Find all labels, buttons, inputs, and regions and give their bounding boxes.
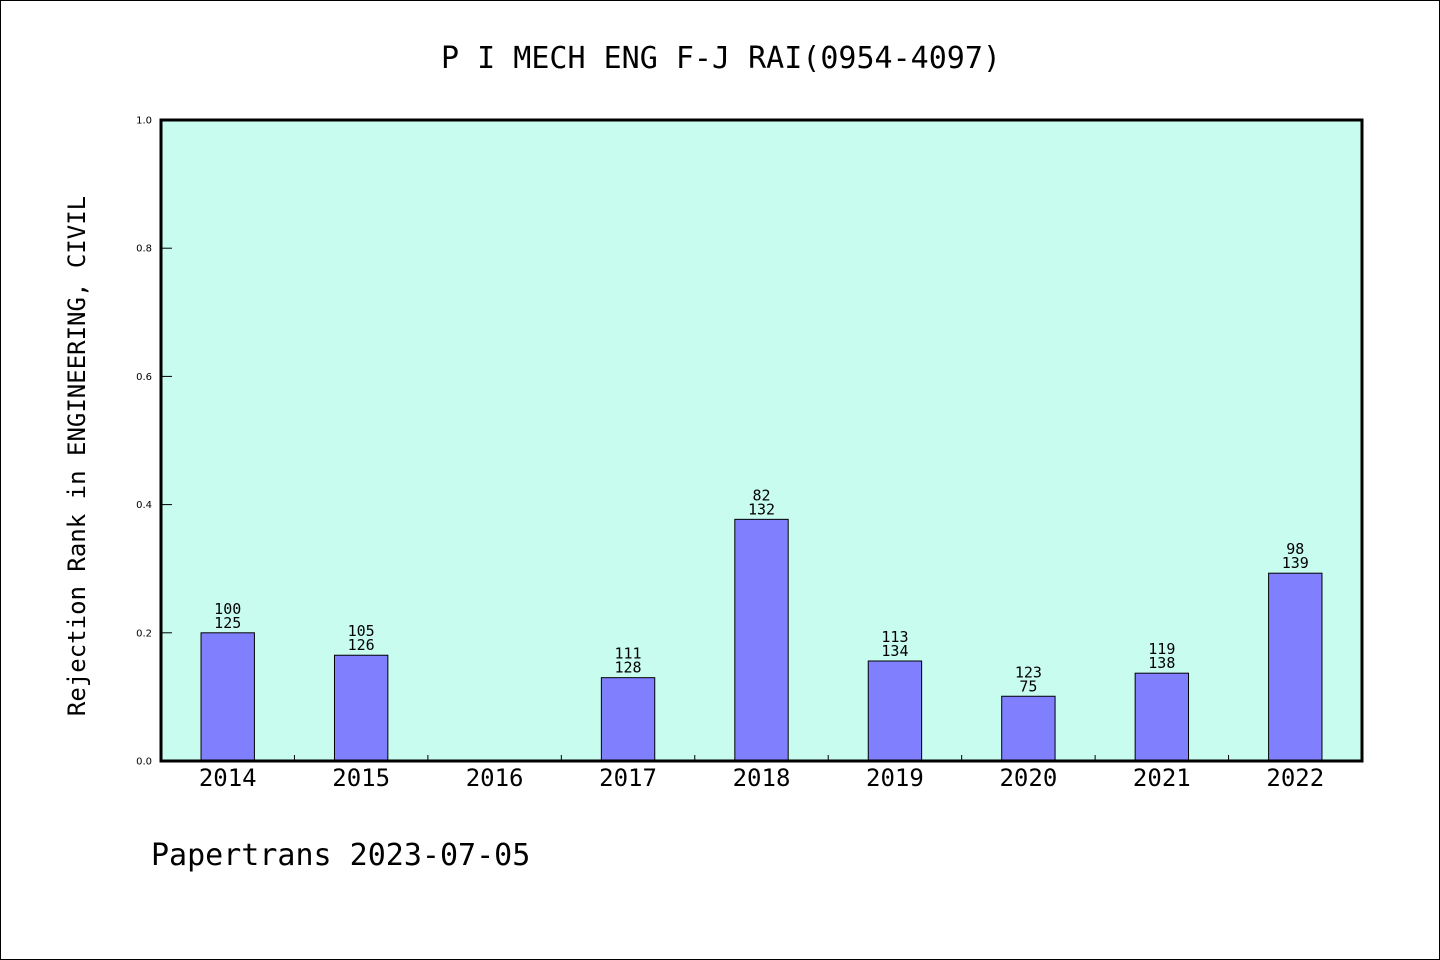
- y-tick-label: 1.0: [136, 116, 152, 127]
- plot-border: [159, 118, 1364, 763]
- bar: [600, 677, 656, 762]
- chart-title: P I MECH ENG F-J RAI(0954-4097): [441, 41, 1001, 76]
- x-tick-label: 2022: [1266, 764, 1324, 792]
- bar: [734, 518, 789, 762]
- x-tick-label: 2015: [332, 764, 390, 792]
- bar-label-bottom: 75: [1019, 677, 1037, 695]
- y-tick-label: 0.2: [136, 628, 152, 639]
- bar: [1001, 695, 1056, 762]
- bar-label-top: 105: [348, 622, 375, 640]
- bar-label-bottom: 125: [214, 614, 241, 632]
- bar-label-bottom: 128: [615, 659, 642, 677]
- bar-label-bottom: 139: [1282, 554, 1309, 572]
- y-axis-label: Rejection Rank in ENGINEERING, CIVIL: [63, 196, 91, 716]
- bar-label-top: 113: [881, 628, 908, 646]
- x-tick-label: 2019: [866, 764, 924, 792]
- x-tick-label: 2014: [199, 764, 257, 792]
- y-tick-label: 0.8: [136, 244, 152, 255]
- bar: [333, 654, 389, 762]
- bar-label-top: 98: [1286, 540, 1304, 558]
- bar-label-bottom: 126: [348, 636, 375, 654]
- bar-label-top: 123: [1015, 663, 1042, 681]
- bar: [200, 632, 255, 762]
- x-tick-label: 2020: [999, 764, 1057, 792]
- x-tick-label: 2016: [466, 764, 524, 792]
- bar-label-top: 111: [615, 645, 642, 663]
- bar: [867, 660, 923, 762]
- bar: [1268, 572, 1323, 762]
- bar-label-top: 82: [752, 486, 770, 504]
- x-tick-label: 2017: [599, 764, 657, 792]
- y-tick-label: 0.6: [136, 372, 152, 383]
- bar-label-top: 100: [214, 600, 241, 618]
- bar-label-top: 119: [1148, 640, 1175, 658]
- x-tick-label: 2018: [733, 764, 791, 792]
- bar: [1134, 672, 1190, 762]
- ticks-group: 0.0 0.2 0.4 0.6 0.8 1.0 2014 2015 2016 2017 2018 20…: [136, 116, 1324, 793]
- bar-label-bottom: 134: [881, 642, 908, 660]
- bar-label-bottom: 138: [1148, 654, 1175, 672]
- bar-label-bottom: 132: [748, 500, 775, 518]
- x-tick-label: 2021: [1133, 764, 1191, 792]
- y-tick-label: 0.0: [136, 757, 152, 768]
- y-tick-label: 0.4: [136, 500, 152, 511]
- footer-watermark: Papertrans 2023-07-05: [151, 838, 530, 873]
